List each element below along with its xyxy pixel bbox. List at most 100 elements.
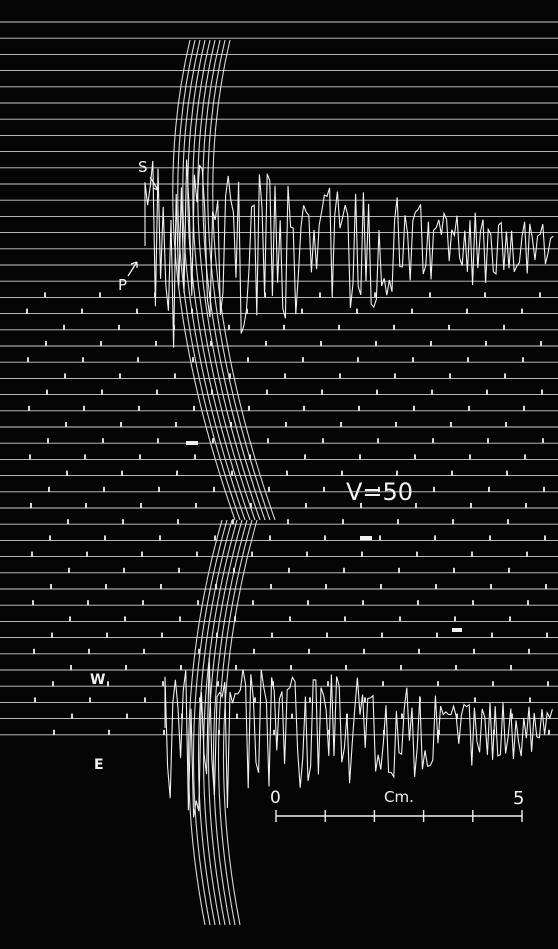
- time-tick: [449, 373, 451, 379]
- time-tick: [122, 519, 124, 525]
- time-tick: [30, 503, 32, 508]
- time-tick: [291, 713, 293, 719]
- sweep-arc: [212, 519, 248, 926]
- time-tick: [103, 486, 105, 492]
- time-tick: [99, 292, 101, 298]
- sweep-arc: [222, 519, 258, 926]
- time-tick: [470, 503, 472, 508]
- time-tick: [484, 292, 486, 298]
- time-tick: [229, 373, 231, 379]
- time-tick: [432, 438, 434, 444]
- time-tick: [162, 681, 164, 687]
- sweep-arc: [202, 39, 266, 521]
- time-tick: [522, 357, 524, 363]
- time-tick: [104, 535, 106, 541]
- time-tick: [455, 665, 457, 670]
- time-tick: [396, 470, 398, 476]
- time-tick: [416, 551, 418, 557]
- time-tick: [105, 584, 107, 589]
- time-tick: [49, 535, 51, 541]
- time-tick: [118, 324, 120, 330]
- time-tick: [273, 729, 275, 735]
- time-tick: [83, 405, 85, 411]
- time-tick: [323, 486, 325, 492]
- time-tick: [339, 373, 341, 379]
- time-tick: [340, 422, 342, 427]
- time-blip: [360, 536, 372, 540]
- time-tick: [414, 454, 416, 460]
- time-tick: [489, 535, 491, 541]
- time-tick: [51, 632, 53, 638]
- sweep-arc: [182, 39, 246, 521]
- time-tick: [86, 551, 88, 557]
- sweep-arc: [192, 39, 256, 521]
- time-tick: [193, 405, 195, 411]
- time-tick: [214, 535, 216, 541]
- time-blip: [186, 441, 198, 445]
- time-tick: [157, 438, 159, 444]
- time-tick: [488, 486, 490, 492]
- time-tick: [27, 357, 29, 363]
- time-tick: [140, 503, 142, 508]
- time-tick: [100, 341, 102, 346]
- time-tick: [85, 503, 87, 508]
- time-tick: [136, 308, 138, 314]
- s-arrow: [149, 176, 159, 191]
- time-tick: [266, 389, 268, 395]
- time-tick: [506, 470, 508, 476]
- time-tick: [504, 373, 506, 379]
- time-tick: [119, 373, 121, 379]
- time-tick: [283, 324, 285, 330]
- time-tick: [363, 648, 365, 654]
- lower-earthquake-trace: [164, 657, 553, 818]
- time-tick: [28, 405, 30, 411]
- time-tick: [540, 341, 542, 346]
- time-marks: [26, 292, 550, 735]
- time-tick: [267, 438, 269, 444]
- time-tick: [545, 584, 547, 589]
- time-tick: [453, 567, 455, 573]
- time-tick: [328, 729, 330, 735]
- time-tick: [529, 697, 531, 703]
- time-tick: [375, 341, 377, 346]
- time-tick: [452, 519, 454, 525]
- time-tick: [431, 389, 433, 395]
- time-tick: [541, 389, 543, 395]
- time-tick: [65, 422, 67, 427]
- time-tick: [71, 713, 73, 719]
- time-tick: [430, 341, 432, 346]
- time-tick: [394, 373, 396, 379]
- time-tick: [156, 389, 158, 395]
- time-tick: [290, 665, 292, 670]
- time-tick: [33, 648, 35, 654]
- time-tick: [144, 697, 146, 703]
- time-tick: [174, 373, 176, 379]
- time-tick: [325, 584, 327, 589]
- time-tick: [547, 681, 549, 687]
- time-tick: [126, 713, 128, 719]
- time-tick: [176, 470, 178, 476]
- time-tick: [466, 308, 468, 314]
- time-tick: [159, 535, 161, 541]
- time-tick: [213, 486, 215, 492]
- time-tick: [84, 454, 86, 460]
- time-tick: [345, 665, 347, 670]
- time-tick: [437, 681, 439, 687]
- time-tick: [66, 470, 68, 476]
- time-tick: [356, 308, 358, 314]
- time-tick: [141, 551, 143, 557]
- time-tick: [417, 600, 419, 606]
- time-tick: [68, 567, 70, 573]
- time-tick: [381, 632, 383, 638]
- time-tick: [254, 697, 256, 703]
- time-tick: [395, 422, 397, 427]
- p-phase-label: P: [118, 276, 128, 294]
- time-tick: [304, 454, 306, 460]
- time-tick: [137, 357, 139, 363]
- time-tick: [139, 454, 141, 460]
- time-tick: [319, 292, 321, 298]
- sweep-arc: [197, 39, 261, 521]
- sweep-arc: [212, 39, 276, 521]
